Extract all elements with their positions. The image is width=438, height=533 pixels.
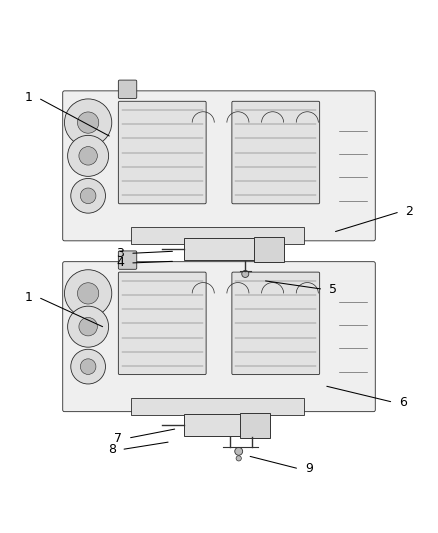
FancyBboxPatch shape bbox=[118, 101, 206, 204]
FancyBboxPatch shape bbox=[118, 251, 137, 269]
Text: 7: 7 bbox=[114, 432, 122, 445]
Circle shape bbox=[235, 447, 243, 455]
Circle shape bbox=[71, 179, 106, 213]
FancyBboxPatch shape bbox=[118, 272, 206, 375]
Circle shape bbox=[80, 188, 96, 204]
FancyBboxPatch shape bbox=[254, 237, 284, 262]
Circle shape bbox=[78, 282, 99, 304]
Text: 5: 5 bbox=[329, 283, 337, 296]
Circle shape bbox=[79, 147, 97, 165]
FancyBboxPatch shape bbox=[232, 101, 320, 204]
Text: 6: 6 bbox=[399, 396, 407, 409]
Circle shape bbox=[67, 306, 109, 347]
FancyBboxPatch shape bbox=[184, 414, 263, 436]
Text: 1: 1 bbox=[25, 290, 32, 304]
Circle shape bbox=[242, 270, 249, 278]
FancyBboxPatch shape bbox=[63, 91, 375, 241]
Text: 3: 3 bbox=[117, 247, 124, 260]
FancyBboxPatch shape bbox=[63, 262, 375, 411]
Circle shape bbox=[71, 349, 106, 384]
Circle shape bbox=[67, 135, 109, 176]
Circle shape bbox=[79, 318, 97, 336]
Circle shape bbox=[64, 270, 112, 317]
Text: 2: 2 bbox=[406, 205, 413, 218]
Circle shape bbox=[78, 112, 99, 133]
FancyBboxPatch shape bbox=[184, 238, 263, 260]
Circle shape bbox=[80, 359, 96, 374]
FancyBboxPatch shape bbox=[118, 80, 137, 99]
FancyBboxPatch shape bbox=[131, 398, 304, 415]
Text: 8: 8 bbox=[108, 443, 116, 456]
FancyBboxPatch shape bbox=[232, 272, 320, 375]
Circle shape bbox=[236, 456, 241, 461]
FancyBboxPatch shape bbox=[131, 228, 304, 244]
Text: 9: 9 bbox=[305, 462, 313, 475]
Text: 1: 1 bbox=[25, 91, 32, 104]
Text: 4: 4 bbox=[117, 256, 124, 270]
Circle shape bbox=[64, 99, 112, 146]
FancyBboxPatch shape bbox=[240, 413, 270, 438]
